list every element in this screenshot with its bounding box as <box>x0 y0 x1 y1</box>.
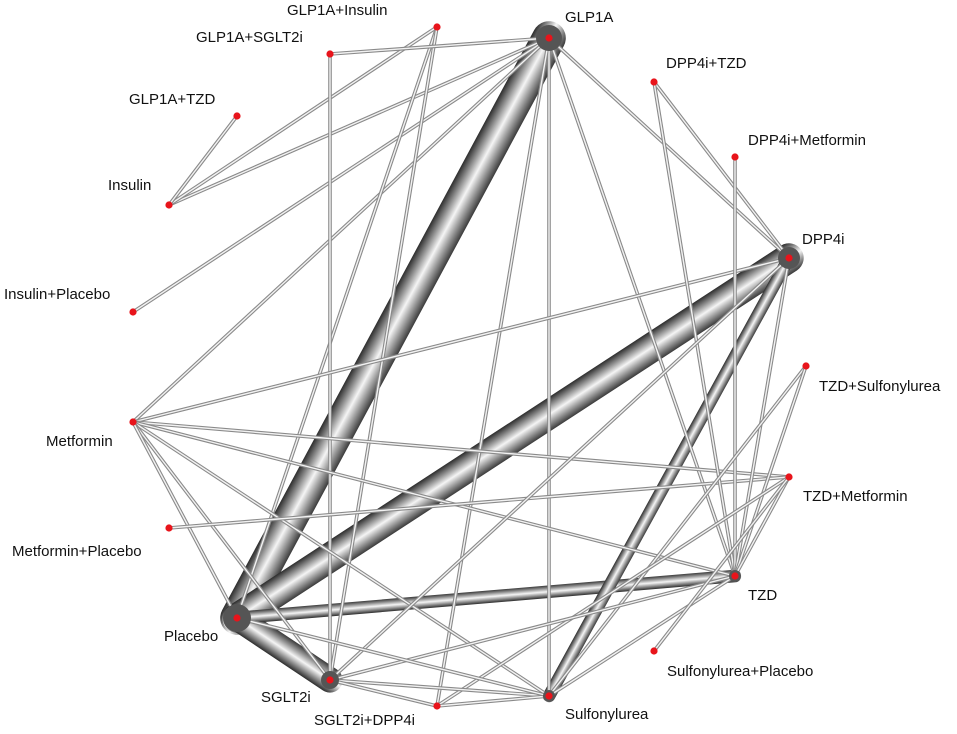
edge-sulfonylurea_placebo-tzd_metformin <box>652 475 791 653</box>
edge-glp1a-metformin <box>131 36 551 424</box>
edge-tzd-sglt2i <box>329 574 736 682</box>
edge-dpp4i-sglt2i <box>328 256 791 682</box>
edge-placebo-tzd <box>230 569 742 625</box>
label-placebo: Placebo <box>164 628 218 645</box>
edge-metformin-dpp4i <box>132 256 790 424</box>
edge-glp1a_insulin-insulin <box>168 25 438 207</box>
edge-dpp4i-sulfonylurea <box>542 251 796 703</box>
edge-glp1a-insulin <box>168 36 550 207</box>
edge-metformin-sglt2i <box>131 420 332 682</box>
edge-glp1a-placebo <box>220 21 566 635</box>
edge-metformin_placebo-tzd_metformin <box>168 475 790 530</box>
node-insulin <box>165 201 173 209</box>
edge-glp1a_insulin-sglt2i <box>328 26 439 681</box>
edge-sglt2i_dpp4i-sulfonylurea <box>436 694 550 708</box>
edge-sglt2i-sglt2i_dpp4i <box>329 678 438 708</box>
label-dpp4i: DPP4i <box>802 231 845 248</box>
node-tzd_metformin <box>785 473 793 481</box>
edge-placebo-sulfonylurea <box>236 616 550 698</box>
node-dpp4i <box>785 254 793 262</box>
node-tzd <box>731 572 739 580</box>
label-glp1a-insulin: GLP1A+Insulin <box>287 2 387 19</box>
edge-glp1a-dpp4i <box>547 36 791 260</box>
node-dpp4i_metformin <box>731 153 739 161</box>
node-sglt2i_dpp4i <box>433 702 441 710</box>
edge-glp1a-sglt2i_dpp4i <box>435 37 551 707</box>
node-dpp4i_tzd <box>650 78 658 86</box>
edge-sglt2i-sulfonylurea <box>329 678 550 698</box>
label-dpp4i-metformin: DPP4i+Metformin <box>748 132 866 149</box>
label-metformin-placebo: Metformin+Placebo <box>12 543 142 560</box>
edge-metformin-sulfonylurea <box>132 420 550 698</box>
node-sulfonylurea_placebo <box>650 647 658 655</box>
label-tzd: TZD <box>748 587 777 604</box>
edge-glp1a_tzd-insulin <box>167 114 239 207</box>
labels-layer: GLP1A GLP1A+Insulin GLP1A+SGLT2i GLP1A+T… <box>4 2 941 729</box>
label-insulin: Insulin <box>108 177 151 194</box>
label-sglt2i-dpp4i: SGLT2i+DPP4i <box>314 712 415 729</box>
label-sulfonylurea-placebo: Sulfonylurea+Placebo <box>667 663 813 680</box>
edge-tzd_sulfonylurea-tzd <box>733 365 808 577</box>
node-metformin <box>129 418 137 426</box>
label-insulin-placebo: Insulin+Placebo <box>4 286 110 303</box>
label-sglt2i: SGLT2i <box>261 689 311 706</box>
label-dpp4i-tzd: DPP4i+TZD <box>666 55 747 72</box>
label-metformin: Metformin <box>46 433 113 450</box>
node-glp1a_sglt2i <box>326 50 334 58</box>
edge-glp1a_sglt2i-glp1a <box>329 36 550 56</box>
edge-metformin-tzd <box>132 420 736 578</box>
node-placebo <box>233 614 241 622</box>
nodes-layer <box>129 23 810 710</box>
node-insulin_placebo <box>129 308 137 316</box>
edge-glp1a-tzd <box>547 37 737 577</box>
edge-placebo-sglt2i <box>224 605 343 693</box>
label-tzd-sulfonylurea: TZD+Sulfonylurea <box>819 378 941 395</box>
edge-tzd_metformin-tzd <box>733 476 791 577</box>
node-tzd_sulfonylurea <box>802 362 810 370</box>
edge-tzd-sulfonylurea <box>548 574 736 698</box>
edge-dpp4i_tzd-tzd <box>652 81 737 577</box>
node-sglt2i <box>326 676 334 684</box>
edges-layer <box>131 21 808 708</box>
edge-dpp4i_tzd-dpp4i <box>652 80 791 260</box>
label-glp1a: GLP1A <box>565 9 613 26</box>
node-sulfonylurea <box>545 692 553 700</box>
node-glp1a_insulin <box>433 23 441 31</box>
edge-dpp4i-tzd <box>733 257 791 577</box>
edge-glp1a-insulin_placebo <box>132 36 550 314</box>
label-glp1a-sglt2i: GLP1A+SGLT2i <box>196 29 303 46</box>
label-glp1a-tzd: GLP1A+TZD <box>129 91 215 108</box>
edge-metformin-tzd_metformin <box>132 420 790 479</box>
node-glp1a_tzd <box>233 112 241 120</box>
node-metformin_placebo <box>165 524 173 532</box>
edge-metformin-placebo <box>131 421 239 619</box>
label-tzd-metformin: TZD+Metformin <box>803 488 908 505</box>
label-sulfonylurea: Sulfonylurea <box>565 706 649 723</box>
edge-tzd_sulfonylurea-sulfonylurea <box>547 364 808 698</box>
edge-tzd_metformin-sglt2i_dpp4i <box>436 475 790 708</box>
node-glp1a <box>545 34 553 42</box>
